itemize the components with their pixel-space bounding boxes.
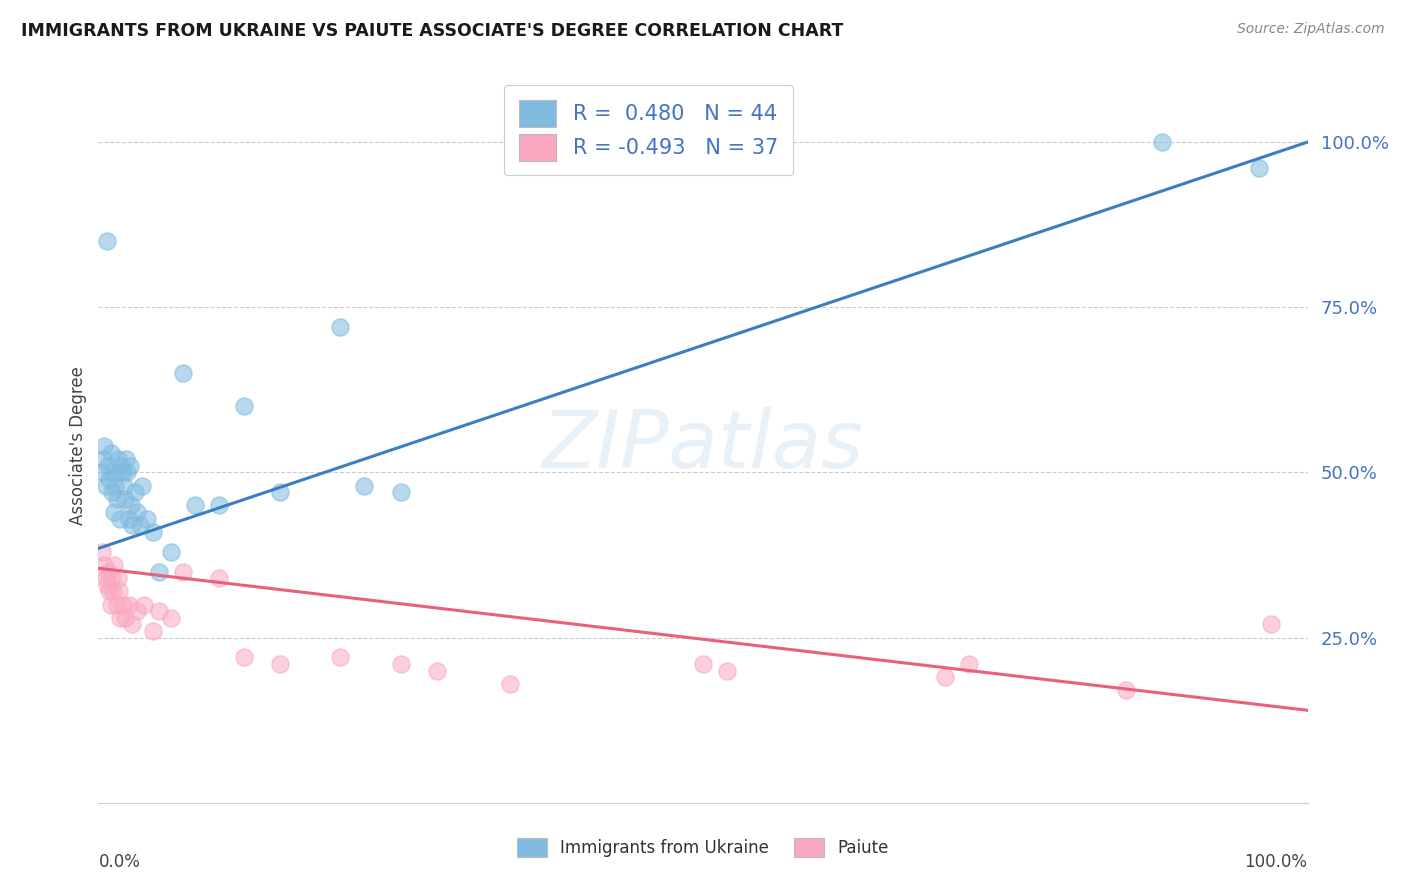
Point [208, 571, 231, 585]
Point [97, 458, 120, 473]
Point [96, 578, 118, 592]
Point [389, 657, 412, 671]
Point [208, 499, 231, 513]
Point [329, 320, 352, 334]
Point [957, 657, 980, 671]
Point [160, 545, 183, 559]
Point [91, 452, 114, 467]
Point [934, 670, 956, 684]
Point [128, 518, 150, 533]
Point [108, 611, 131, 625]
Point [107, 452, 129, 467]
Point [127, 505, 149, 519]
Point [91, 466, 114, 480]
Point [93, 558, 115, 572]
Point [353, 478, 375, 492]
Point [498, 677, 520, 691]
Point [117, 466, 139, 480]
Point [232, 400, 254, 414]
Point [269, 657, 291, 671]
Point [120, 499, 142, 513]
Point [100, 571, 122, 585]
Point [101, 584, 124, 599]
Point [98, 472, 121, 486]
Point [103, 558, 125, 572]
Text: ZIPatlas: ZIPatlas [541, 407, 865, 485]
Point [100, 485, 122, 500]
Point [121, 518, 143, 533]
Point [389, 485, 412, 500]
Point [118, 458, 141, 473]
Y-axis label: Associate's Degree: Associate's Degree [69, 367, 87, 525]
Point [93, 439, 115, 453]
Point [131, 478, 153, 492]
Point [112, 478, 135, 492]
Point [426, 664, 449, 678]
Point [118, 511, 141, 525]
Point [100, 598, 122, 612]
Point [114, 491, 136, 506]
Point [269, 485, 291, 500]
Point [118, 598, 141, 612]
Point [101, 466, 124, 480]
Point [1249, 161, 1271, 176]
Point [107, 571, 129, 585]
Point [1260, 617, 1282, 632]
Text: 0.0%: 0.0% [98, 853, 141, 871]
Point [124, 485, 146, 500]
Point [135, 511, 157, 525]
Point [108, 466, 131, 480]
Point [98, 584, 121, 599]
Text: IMMIGRANTS FROM UKRAINE VS PAIUTE ASSOCIATE'S DEGREE CORRELATION CHART: IMMIGRANTS FROM UKRAINE VS PAIUTE ASSOCI… [21, 22, 844, 40]
Point [1115, 683, 1137, 698]
Point [232, 650, 254, 665]
Point [142, 524, 165, 539]
Point [108, 584, 131, 599]
Point [111, 466, 134, 480]
Text: Source: ZipAtlas.com: Source: ZipAtlas.com [1237, 22, 1385, 37]
Point [104, 478, 127, 492]
Point [97, 565, 120, 579]
Point [94, 571, 117, 585]
Point [105, 491, 128, 506]
Point [692, 657, 714, 671]
Point [148, 565, 170, 579]
Point [100, 445, 122, 459]
Point [91, 545, 114, 559]
Point [111, 598, 134, 612]
Point [134, 598, 156, 612]
Point [115, 452, 138, 467]
Point [103, 505, 125, 519]
Point [329, 650, 352, 665]
Point [160, 611, 183, 625]
Point [105, 598, 128, 612]
Point [184, 499, 207, 513]
Point [172, 565, 194, 579]
Text: 100.0%: 100.0% [1244, 853, 1308, 871]
Point [110, 458, 132, 473]
Point [114, 611, 136, 625]
Point [108, 511, 131, 525]
Point [127, 604, 149, 618]
Point [121, 617, 143, 632]
Point [148, 604, 170, 618]
Point [94, 478, 117, 492]
Point [96, 234, 118, 248]
Point [142, 624, 165, 638]
Point [716, 664, 738, 678]
Legend: Immigrants from Ukraine, Paiute: Immigrants from Ukraine, Paiute [509, 830, 897, 866]
Point [172, 367, 194, 381]
Point [1152, 135, 1174, 149]
